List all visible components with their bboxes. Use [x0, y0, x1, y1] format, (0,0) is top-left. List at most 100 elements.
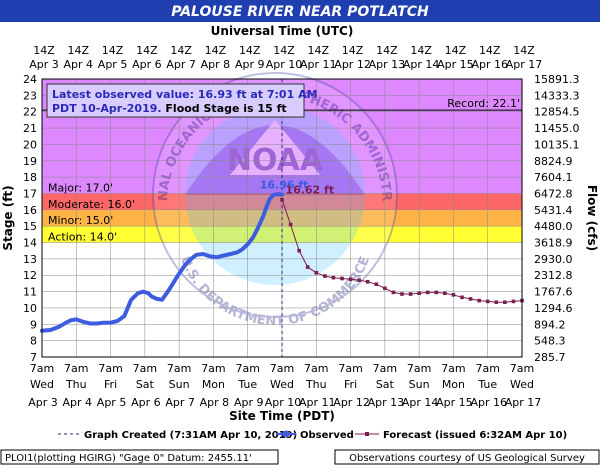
- observed-peak-label: 16.96 ft: [260, 179, 309, 192]
- legend-observed-label: Observed: [300, 430, 354, 441]
- y-tick-label: 14: [23, 237, 37, 250]
- forecast-point: [477, 298, 481, 303]
- series-layer: [40, 79, 524, 357]
- chart-labels: Record: 22.1' Action: 14.0' Minor: 15.0' Mo…: [46, 83, 520, 244]
- forecast-point: [374, 282, 379, 287]
- bottom-tick-day: Sun: [409, 378, 430, 391]
- flow-tick-label: 5431.4: [534, 204, 573, 217]
- y-tick-label: 10: [23, 302, 37, 315]
- forecast-point: [434, 290, 439, 295]
- bottom-tick-time: 7am: [235, 362, 259, 375]
- y-tick-label: 8: [30, 335, 37, 348]
- bottom-tick-time: 7am: [338, 362, 362, 375]
- y-tick-label: 21: [23, 122, 37, 135]
- bottom-tick-date: Apr 16: [470, 396, 507, 409]
- legend: Graph Created (7:31AM Apr 10, 2019) Obser…: [0, 430, 600, 465]
- bottom-tick-date: Apr 17: [505, 396, 542, 409]
- top-tick-hour: 14Z: [205, 44, 227, 57]
- flow-tick-label: 3618.9: [534, 237, 573, 250]
- top-tick-date: Apr 15: [437, 58, 474, 71]
- top-tick-hour: 14Z: [33, 44, 55, 57]
- latest-value-line1: Latest observed value: 16.93 ft at 7:01 …: [52, 88, 318, 101]
- forecast-point: [494, 300, 499, 305]
- top-tick-date: Apr 3: [29, 58, 59, 71]
- bottom-tick-time: 7am: [64, 362, 88, 375]
- top-tick-date: Apr 8: [201, 58, 231, 71]
- bottom-tick-date: Apr 10: [265, 396, 302, 409]
- flow-tick-label: 4480.0: [534, 220, 573, 233]
- footer-right-box: [334, 449, 600, 465]
- x-axis-title: Site Time (PDT): [229, 409, 335, 423]
- top-tick-hour: 14Z: [239, 44, 261, 57]
- bottom-tick-date: Apr 13: [368, 396, 405, 409]
- y2-axis-title: Flow (cfs): [585, 185, 599, 251]
- chart-title: PALOUSE RIVER NEAR POTLATCH: [171, 4, 429, 20]
- y-tick-label: 13: [23, 253, 37, 266]
- top-tick-date: Apr 4: [64, 58, 94, 71]
- forecast-point: [460, 295, 464, 300]
- category-label-action: Action: 14.0': [48, 231, 117, 244]
- top-tick-hour: 14Z: [273, 44, 295, 57]
- category-label-major: Major: 17.0': [48, 181, 113, 194]
- forecast-point: [391, 290, 396, 295]
- top-tick-hour: 14Z: [170, 44, 192, 57]
- flow-tick-label: 2930.0: [534, 253, 573, 266]
- flow-tick-label: 6472.8: [534, 187, 573, 200]
- top-tick-hour: 14Z: [342, 44, 364, 57]
- flow-tick-label: 7604.1: [534, 171, 573, 184]
- flow-tick-label: 285.7: [534, 351, 566, 364]
- bottom-tick-time: 7am: [304, 362, 328, 375]
- y-tick-label: 16: [23, 204, 37, 217]
- seal-sky: [185, 125, 365, 195]
- forecast-point: [297, 248, 301, 253]
- top-tick-date: Apr 9: [235, 58, 265, 71]
- bottom-tick-date: Apr 7: [165, 396, 195, 409]
- bottom-tick-date: Apr 14: [402, 396, 439, 409]
- bottom-tick-date: Apr 5: [97, 396, 127, 409]
- forecast-point: [400, 292, 404, 296]
- bottom-tick-time: 7am: [510, 362, 534, 375]
- forecast-point: [485, 299, 490, 304]
- top-tick-date: Apr 6: [132, 58, 162, 71]
- y-tick-label: 22: [23, 106, 37, 119]
- bottom-tick-day: Fri: [344, 378, 357, 391]
- y-axis-title: Stage (ft): [1, 185, 15, 250]
- bottom-tick-time: 7am: [373, 362, 397, 375]
- title-bar: [0, 0, 600, 22]
- top-tick-hour: 14Z: [308, 44, 330, 57]
- y-tick-label: 24: [23, 73, 37, 86]
- top-tick-hour: 14Z: [410, 44, 432, 57]
- top-tick-date: Apr 11: [300, 58, 337, 71]
- y-tick-label: 23: [23, 89, 37, 102]
- bottom-tick-time: 7am: [407, 362, 431, 375]
- top-tick-date: Apr 12: [334, 58, 371, 71]
- flow-tick-label: 1294.6: [534, 302, 573, 315]
- flow-tick-label: 548.3: [534, 335, 566, 348]
- top-tick-date: Apr 13: [369, 58, 406, 71]
- forecast-point: [314, 270, 319, 275]
- top-tick-date: Apr 5: [98, 58, 128, 71]
- forecast-point: [451, 293, 456, 297]
- top-tick-date: Apr 16: [471, 58, 508, 71]
- latest-value-box: [46, 83, 305, 118]
- top-tick-hour: 14Z: [102, 44, 124, 57]
- y-tick-label: 12: [23, 269, 37, 282]
- forecast-peak-label: 16.62 ft: [285, 183, 334, 196]
- bottom-tick-day: Sat: [136, 378, 155, 391]
- bottom-tick-day: Sun: [169, 378, 190, 391]
- top-tick-date: Apr 7: [166, 58, 196, 71]
- bottom-tick-time: 7am: [441, 362, 465, 375]
- bottom-tick-date: Apr 9: [234, 396, 264, 409]
- flow-tick-label: 10135.1: [534, 138, 580, 151]
- forecast-point: [365, 279, 370, 284]
- y-tick-label: 17: [23, 187, 37, 200]
- bottom-tick-day: Wed: [30, 378, 54, 391]
- top-tick-date: Apr 14: [403, 58, 440, 71]
- category-label-moderate: Moderate: 16.0': [48, 198, 135, 211]
- top-tick-hour: 14Z: [479, 44, 501, 57]
- bottom-tick-day: Tue: [477, 378, 497, 391]
- record-label: Record: 22.1': [447, 97, 520, 110]
- forecast-point: [348, 277, 353, 282]
- top-axis-title: Universal Time (UTC): [211, 24, 354, 38]
